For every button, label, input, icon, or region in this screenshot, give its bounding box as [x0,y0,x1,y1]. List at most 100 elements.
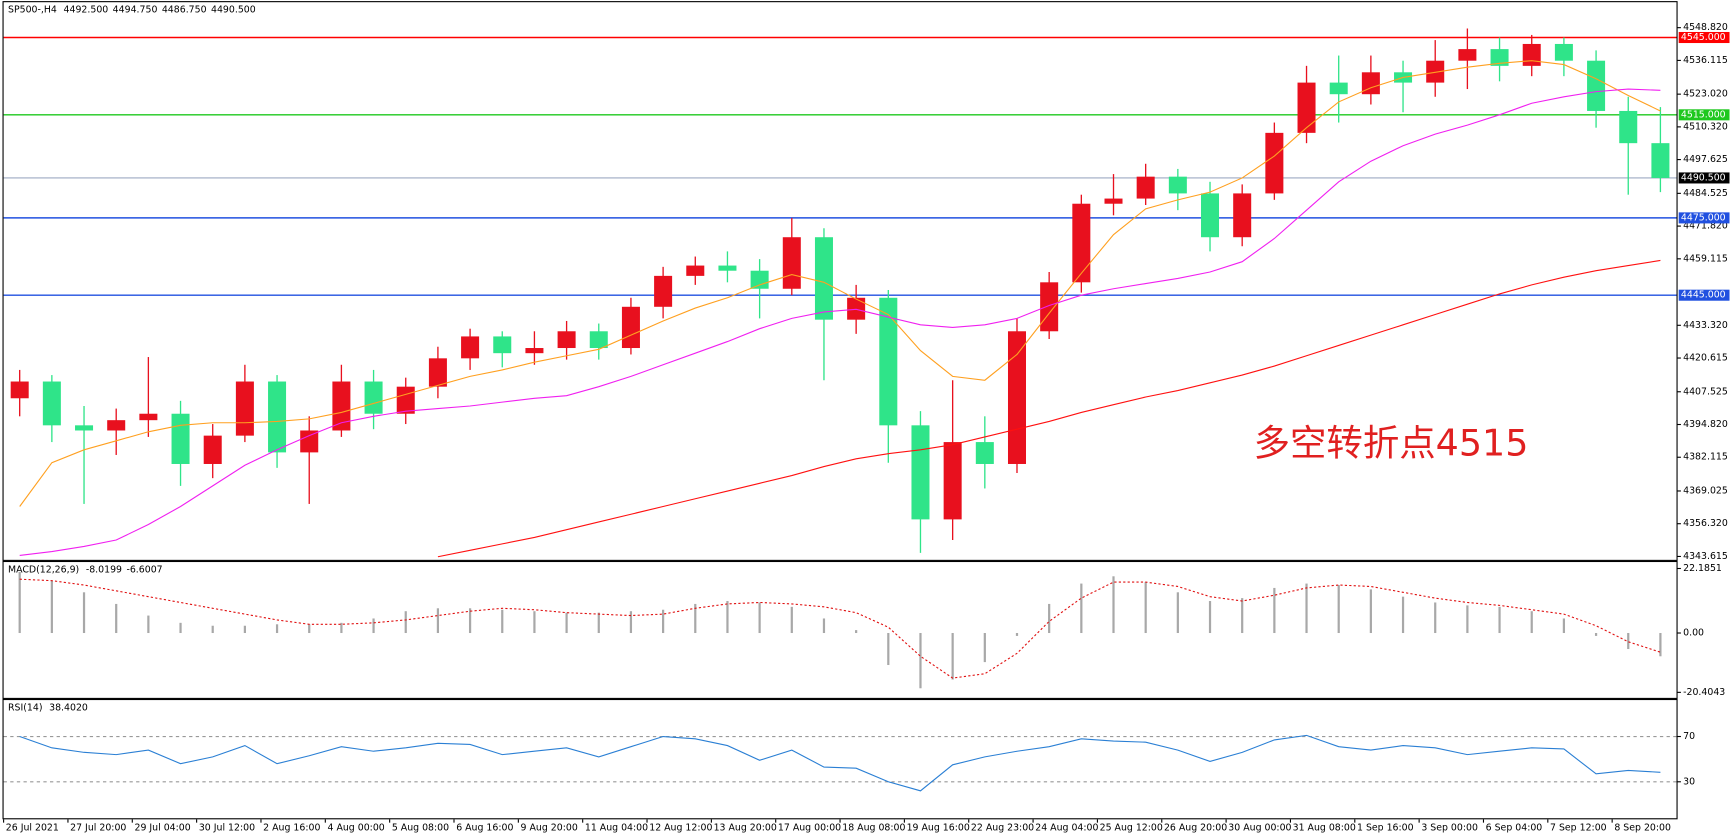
x-tick-label: 12 Aug 12:00 [649,823,712,834]
macd-histogram-bar [1401,596,1405,634]
y-tick-label: 4536.115 [1683,55,1728,66]
macd-histogram-bar [1627,633,1630,650]
candle-body [1040,282,1059,332]
y-tick-label: 4548.820 [1683,22,1728,33]
level-label: 4515.000 [1681,109,1726,120]
y-tick-label: 4484.525 [1683,188,1728,199]
candle-body [1522,43,1541,66]
macd-histogram-bar [1273,587,1276,634]
panel-title: RSI(14) [8,702,42,713]
macd-histogram-bar [147,615,150,634]
rsi-line [19,734,1661,792]
macd-histogram-bar [82,592,86,634]
candle-body [1651,143,1670,178]
candle-body [1007,331,1026,464]
candle-body [847,297,866,320]
rsi-panel-frame [2,698,1678,820]
candle-body [525,348,544,354]
header-value: 4486.750 [162,4,207,15]
macd-histogram-bar [1305,583,1308,634]
candle-body [268,381,287,453]
plot-content: 多空转折点4515 [3,28,1677,792]
macd-histogram-bar [1015,633,1019,636]
macd-histogram-bar [1176,592,1179,634]
candle-body [718,265,737,271]
y-tick-label: 4471.820 [1683,221,1728,232]
candle-body [911,425,930,520]
level-label-box [1678,31,1730,44]
macd-histogram-bar [1369,589,1372,634]
candle-body [75,425,94,431]
macd-histogram-bar [211,625,214,634]
x-tick-label: 26 Aug 20:00 [1164,823,1227,834]
macd-histogram-bar [790,606,793,634]
candle-body [107,420,126,431]
candle-body [654,275,673,307]
candle-body [300,430,319,453]
y-tick-label: 0.00 [1683,628,1704,639]
macd-histogram-bar [501,609,504,634]
moving-average-line [19,88,1661,557]
candle-body [621,306,640,349]
x-tick-label: 30 Aug 00:00 [1228,823,1291,834]
macd-histogram-bar [1144,582,1147,634]
y-tick-label: 4407.525 [1683,386,1728,397]
main-panel-frame [2,1,1678,561]
x-tick-label: 6 Sep 04:00 [1486,823,1543,834]
macd-histogram-bar [115,603,118,634]
macd-histogram-bar [372,618,375,634]
header-value: 4492.500 [64,4,109,15]
candle-body [1136,176,1155,199]
level-label-box [1678,212,1730,224]
macd-histogram-bar [1241,598,1244,634]
candle-body [1168,176,1187,194]
y-tick-label: 22.1851 [1683,563,1722,574]
x-tick-label: 26 Jul 2021 [6,823,59,834]
candle-body [750,270,769,289]
y-tick-label: 4420.615 [1683,353,1728,364]
level-label: 4445.000 [1681,290,1726,301]
macd-panel-frame [2,560,1678,699]
y-tick-label: 4394.820 [1683,419,1728,430]
x-tick-label: 18 Aug 08:00 [842,823,905,834]
panel-title: MACD(12,26,9) [8,564,79,575]
candle-body [332,381,351,431]
level-label: 4545.000 [1681,32,1726,43]
candle-body [1554,43,1573,61]
candle-body [10,381,29,399]
macd-histogram-bar [887,633,890,666]
macd-histogram-bar [468,608,472,634]
candle-body [1233,193,1252,238]
macd-histogram-bar [726,601,729,634]
macd-histogram-bar [758,602,761,634]
candle-body [975,442,994,464]
annotation: 多空转折点4515 [1254,422,1529,465]
candle-body [203,435,222,464]
x-tick-label: 29 Jul 04:00 [134,823,190,834]
y-tick-label: 4369.025 [1683,485,1728,496]
header-value: 4490.500 [211,4,256,15]
x-tick-label: 30 Jul 12:00 [199,823,255,834]
macd-histogram-bar [1337,585,1340,634]
candle-body [1458,49,1477,61]
candle-body [1361,72,1380,95]
level-label-box [1678,172,1730,184]
x-tick-label: 11 Aug 04:00 [585,823,648,834]
candle-body [461,336,480,359]
level-label-box [1678,109,1730,121]
x-tick-label: 19 Aug 16:00 [907,823,970,834]
candle-body [493,336,512,354]
candle-body [1104,198,1123,204]
macd-histogram-bar [18,571,21,634]
y-tick-label: 4343.615 [1683,551,1728,562]
x-tick-label: 4 Aug 00:00 [328,823,385,834]
x-tick-label: 31 Aug 08:00 [1293,823,1356,834]
candle-body [1072,203,1091,283]
macd-histogram-bar [1208,601,1212,634]
macd-histogram-bar [1112,576,1115,634]
x-tick-label: 2 Aug 16:00 [263,823,320,834]
header-value: -6.6007 [126,564,162,575]
macd-histogram-bar [855,630,858,634]
axis-layer: SP500-,H4 4492.500 4494.750 4486.750 4490.50… [3,4,1730,834]
